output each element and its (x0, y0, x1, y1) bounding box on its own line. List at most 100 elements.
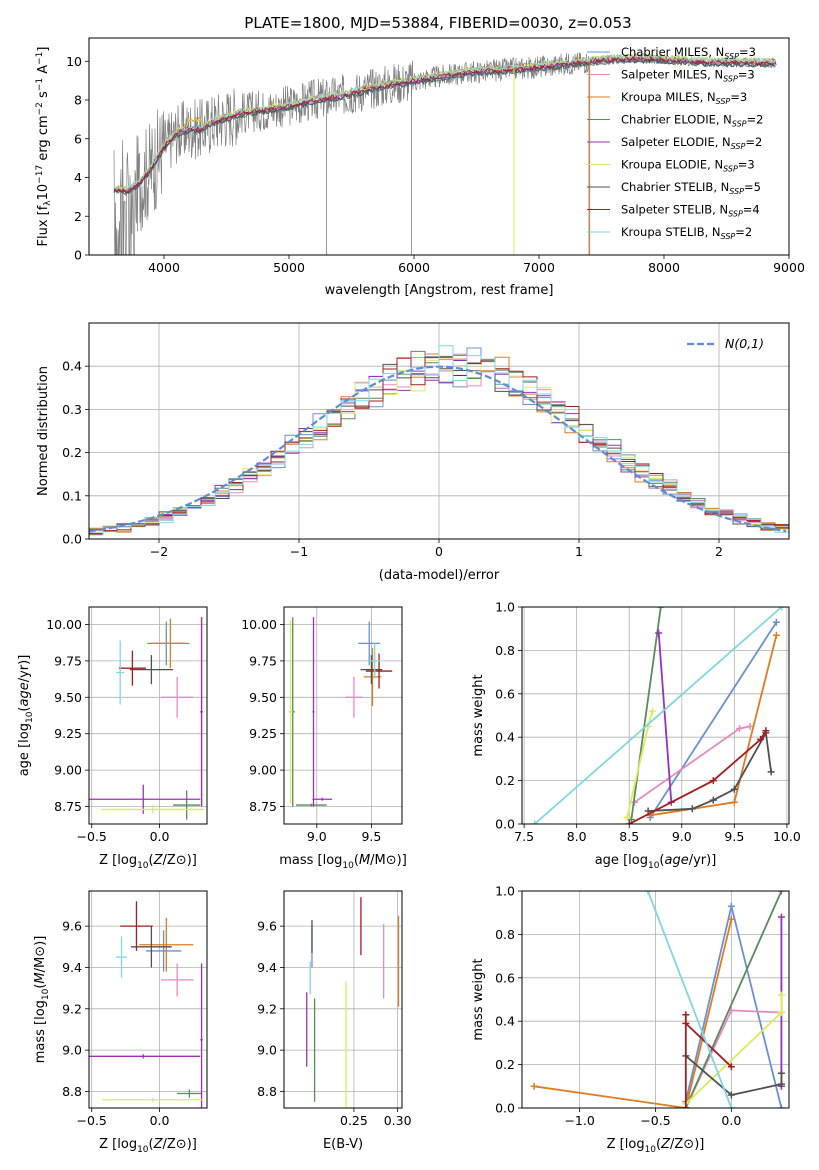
x-tick-label: 0.30 (384, 1113, 412, 1128)
y-tick-label: 9.4 (257, 960, 277, 975)
y-tick-label: 10.00 (241, 617, 277, 632)
weight-line-kroupa_stelib (534, 607, 783, 824)
x-tick-label: 9.0 (307, 829, 327, 844)
axes-frame (88, 606, 208, 825)
y-tick-label: 1.0 (495, 600, 515, 615)
x-axis-label: mass [log10(M/M⊙)] (279, 853, 407, 871)
x-tick-label: 2 (715, 544, 723, 559)
legend-label: Salpeter MILES, NSSP=3 (621, 68, 755, 84)
legend-label: Salpeter STELIB, NSSP=4 (621, 203, 760, 219)
weight-marker-kroupa_stelib (727, 1104, 735, 1108)
y-tick-label: 9.75 (249, 653, 277, 668)
axes-frame (521, 606, 790, 825)
y-tick-label: 10 (66, 54, 82, 69)
weight-marker-salpeter_miles (736, 725, 744, 733)
weight-marker-salpeter_elodie (777, 913, 785, 921)
y-tick-label: 9.0 (62, 1043, 82, 1058)
x-tick-label: 0.0 (150, 1113, 170, 1128)
weight-marker-salpeter_stelib (762, 727, 770, 735)
mass-vs-extinction-panel: 0.25 0.30 8.8 9.0 9.2 9.4 9.6 E(B-V) (257, 890, 412, 1152)
y-tick-label: 8.8 (257, 1084, 277, 1099)
x-tick-label: 4000 (148, 260, 180, 275)
x-axis-label: E(B-V) (323, 1137, 363, 1152)
normal-curve (89, 365, 787, 533)
y-tick-label: 9.25 (54, 726, 82, 741)
y-tick-label: 10.00 (46, 617, 82, 632)
y-axis-label: mass weight (471, 958, 486, 1040)
legend-label: Kroupa STELIB, NSSP=2 (621, 225, 752, 241)
x-tick-label: 7.5 (514, 829, 534, 844)
weight-marker-chabrier_miles (727, 902, 735, 910)
weight-line-chabrier_miles (649, 621, 778, 818)
y-tick-label: 0.4 (495, 1014, 515, 1029)
y-tick-label: 0.1 (62, 488, 82, 503)
grid (284, 891, 402, 1108)
model-spectrum-kroupa_stelib (113, 53, 776, 191)
plot-area (89, 345, 789, 536)
age-vs-mass-panel: 9.0 9.5 8.75 9.00 9.25 9.50 9.75 10.00 mass [log… (241, 606, 407, 871)
spectrum-panel: 4000 5000 6000 7000 8000 9000 0 2 4 6 8 10 wavelengt… (35, 37, 805, 298)
legend-label: N(0,1) (725, 336, 764, 351)
x-tick-label: 8.0 (567, 829, 587, 844)
y-axis-label: mass [log10(M/M⊙)] (33, 936, 51, 1064)
model-spectrum-salpeter_stelib (113, 55, 776, 194)
y-axis-label: Normed distribution (36, 366, 51, 496)
y-tick-label: 0.6 (495, 970, 515, 985)
y-tick-label: 9.50 (249, 690, 277, 705)
plot-area (530, 891, 785, 1108)
x-tick-label: −2 (150, 544, 168, 559)
weight-marker-chabrier_stelib (688, 805, 696, 813)
x-tick-label: 10.0 (773, 829, 801, 844)
weight-marker-kroupa_elodie (777, 991, 785, 999)
y-tick-label: 8 (74, 93, 82, 108)
y-tick-label: 0.0 (62, 532, 82, 547)
x-tick-label: −0.5 (640, 1113, 670, 1128)
weight-line-chabrier_stelib (648, 730, 772, 812)
x-tick-label: −1 (290, 544, 308, 559)
weight-line-chabrier_elodie (630, 607, 662, 820)
weight-marker-salpeter_miles (746, 722, 754, 730)
x-tick-label: 8000 (648, 260, 680, 275)
x-tick-label: 0 (435, 544, 443, 559)
y-tick-label: 9.6 (257, 919, 277, 934)
axes-frame (283, 606, 403, 825)
y-tick-label: 9.2 (257, 1001, 277, 1016)
weight-marker-salpeter_stelib (625, 820, 633, 824)
y-tick-label: 0.4 (62, 359, 82, 374)
mass-vs-metallicity-panel: −0.5 0.0 8.8 9.0 9.2 9.4 9.6 Z [log10(Z/Z⊙)] mas… (33, 890, 208, 1155)
weight-marker-salpeter_stelib (709, 777, 717, 785)
x-tick-label: 8.5 (619, 829, 639, 844)
legend-label: Kroupa ELODIE, NSSP=3 (621, 158, 755, 174)
weight-marker-kroupa_stelib (531, 820, 539, 824)
histogram-kroupa_stelib (89, 345, 789, 536)
legend-label: Chabrier STELIB, NSSP=5 (621, 180, 761, 196)
weight-marker-chabrier_stelib (727, 1091, 735, 1099)
x-tick-label: 0.25 (340, 1113, 368, 1128)
plot-area (288, 617, 393, 807)
y-tick-label: 9.50 (54, 690, 82, 705)
y-tick-label: 0.2 (495, 1057, 515, 1072)
plot-area (113, 52, 777, 255)
y-tick-label: 8.75 (249, 799, 277, 814)
y-tick-label: 0.2 (495, 773, 515, 788)
weight-marker-salpeter_stelib (682, 1011, 690, 1019)
y-tick-label: 0.8 (495, 643, 515, 658)
weight-line-salpeter_stelib (628, 730, 767, 824)
y-tick-label: 8.75 (54, 799, 82, 814)
weight-marker-salpeter_stelib (682, 1104, 690, 1108)
grid (284, 607, 402, 824)
weight-marker-kroupa_elodie (648, 707, 656, 715)
weight-marker-chabrier_miles (777, 1104, 785, 1108)
weight-marker-kroupa_stelib (778, 607, 786, 611)
weight-line-kroupa_stelib (647, 891, 733, 1108)
x-tick-label: −1.0 (564, 1113, 594, 1128)
x-tick-label: −0.5 (77, 829, 107, 844)
legend-label: Kroupa MILES, NSSP=3 (621, 90, 747, 106)
plot-area (89, 617, 205, 820)
y-axis-label: Flux [fλ10−17 erg cm−2 s−1 A−1] (35, 47, 53, 247)
weight-marker-chabrier_stelib (767, 768, 775, 776)
grid (89, 891, 207, 1108)
y-tick-label: 9.75 (54, 653, 82, 668)
y-tick-label: 0.6 (495, 686, 515, 701)
weight-vs-metallicity-panel: −1.0 −0.5 0.0 0.0 0.2 0.4 0.6 0.8 1.0 Z [log10(Z/… (471, 884, 790, 1155)
